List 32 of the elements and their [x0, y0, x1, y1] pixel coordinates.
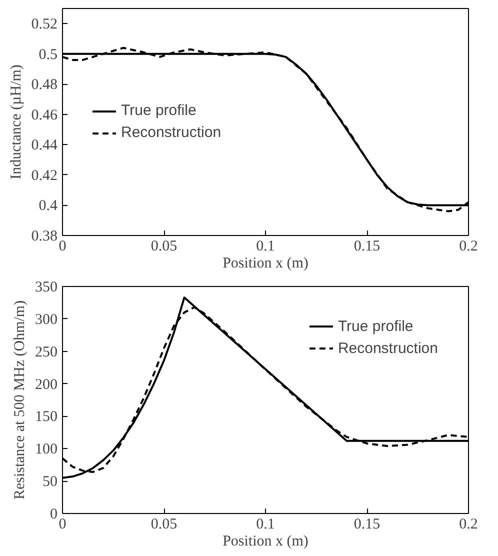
- y-axis-title: Resistance at 500 MHz (Ohm/m): [12, 300, 28, 500]
- y-tick-label: 0: [50, 506, 58, 522]
- y-tick-label: 300: [35, 312, 58, 328]
- x-tick-label: 0.15: [354, 516, 380, 532]
- y-tick-label: 350: [35, 280, 58, 296]
- x-axis-title: Position x (m): [222, 256, 308, 272]
- x-axis-title: Position x (m): [222, 534, 308, 550]
- legend-label: True profile: [338, 318, 414, 334]
- y-tick-label: 0.38: [31, 228, 58, 244]
- y-tick-label: 200: [35, 376, 58, 393]
- y-tick-label: 0.44: [31, 138, 58, 154]
- y-tick-label: 0.42: [31, 168, 58, 184]
- y-axis-title: Inductance (µH/m): [8, 64, 24, 180]
- y-tick-label: 0.4: [38, 198, 58, 214]
- y-tick-label: 0.48: [31, 77, 58, 94]
- x-tick-label: 0.05: [150, 516, 178, 532]
- y-tick-label: 0.52: [31, 16, 58, 33]
- x-tick-label: 0.1: [256, 238, 275, 254]
- x-tick-label: 0.2: [459, 238, 478, 254]
- y-tick-label: 0.46: [31, 107, 58, 124]
- legend-label: True profile: [121, 102, 196, 119]
- x-tick-label: 0.15: [354, 238, 380, 254]
- legend-label: Reconstruction: [121, 124, 222, 141]
- y-tick-label: 250: [35, 344, 58, 360]
- y-tick-label: 50: [42, 474, 58, 490]
- x-tick-label: 0.05: [150, 238, 178, 254]
- x-tick-label: 0.2: [459, 516, 478, 532]
- legend-label: Reconstruction: [338, 340, 438, 356]
- y-tick-label: 150: [35, 409, 58, 426]
- x-tick-label: 0.1: [256, 516, 275, 532]
- y-tick-label: 100: [35, 442, 58, 458]
- y-tick-label: 0.5: [38, 46, 58, 63]
